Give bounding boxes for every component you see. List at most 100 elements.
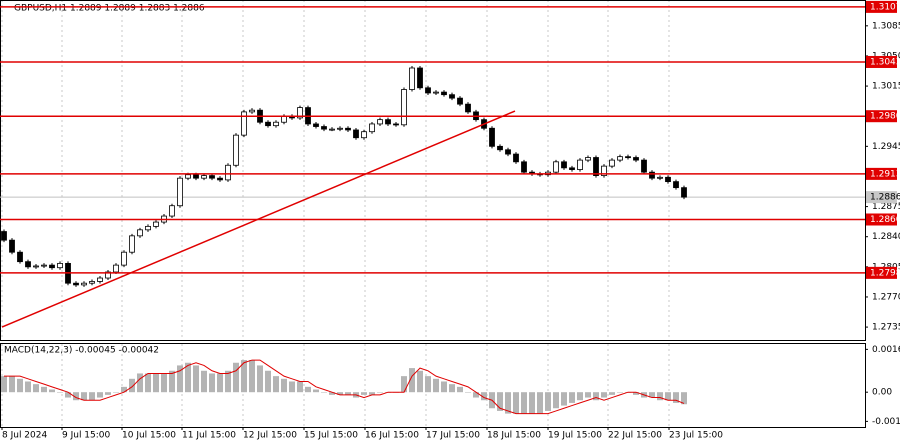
candle xyxy=(249,109,255,113)
candle xyxy=(145,225,151,231)
macd-bar xyxy=(257,365,263,393)
signal-line xyxy=(4,359,685,415)
candle xyxy=(25,261,31,268)
macd-bar xyxy=(545,392,551,411)
macd-bar xyxy=(457,386,463,393)
macd-bar xyxy=(193,365,199,393)
candle xyxy=(265,121,271,127)
candle xyxy=(281,115,287,123)
candle xyxy=(441,91,447,96)
candle xyxy=(593,157,599,176)
x-tick-label: 12 Jul 15:00 xyxy=(243,431,297,441)
macd-bar xyxy=(25,381,31,393)
candle xyxy=(601,165,607,176)
x-tick-label: 18 Jul 15:00 xyxy=(487,431,541,441)
macd-bar xyxy=(33,384,39,393)
level-label: 1.2798 xyxy=(870,268,900,278)
candle xyxy=(193,174,199,179)
macd-bar xyxy=(665,392,671,401)
x-tick-label: 19 Jul 15:00 xyxy=(548,431,602,441)
candle xyxy=(505,149,511,155)
macd-bar xyxy=(633,392,639,395)
candle xyxy=(609,159,615,167)
macd-bar xyxy=(89,392,95,401)
macd-bar xyxy=(241,360,247,393)
macd-bar xyxy=(321,392,327,393)
level-label: 1.3107 xyxy=(870,2,900,12)
macd-bar xyxy=(473,392,479,398)
candle xyxy=(169,205,175,217)
x-tick-label: 23 Jul 15:00 xyxy=(669,431,723,441)
macd-bar xyxy=(1,376,7,393)
macd-bar xyxy=(249,360,255,393)
macd-bar xyxy=(9,376,15,393)
candle xyxy=(633,157,639,161)
macd-bar xyxy=(681,392,687,405)
macd-bar xyxy=(57,392,63,393)
macd-bar xyxy=(609,392,615,395)
candle xyxy=(321,126,327,130)
macd-bar xyxy=(209,373,215,393)
candle xyxy=(233,134,239,166)
candle xyxy=(33,265,39,268)
y-tick-label: 0.00 xyxy=(872,388,892,398)
candle xyxy=(625,156,631,159)
macd-bar xyxy=(337,392,343,395)
macd-bar xyxy=(137,373,143,393)
macd-bar xyxy=(297,381,303,393)
candle xyxy=(57,262,63,269)
candle xyxy=(377,119,383,125)
macd-bar xyxy=(649,392,655,398)
candle xyxy=(49,264,55,269)
level-box xyxy=(866,266,897,279)
level-box xyxy=(866,110,897,123)
macd-bar xyxy=(145,373,151,393)
candle xyxy=(137,229,143,237)
candle xyxy=(585,157,591,161)
candle xyxy=(81,282,87,286)
candle xyxy=(185,174,191,179)
candle xyxy=(385,119,391,125)
x-tick-label: 8 Jul 2024 xyxy=(2,431,47,441)
macd-bar xyxy=(177,365,183,393)
y-tick-label: 1.2840 xyxy=(872,232,900,242)
candle xyxy=(513,153,519,163)
level-box xyxy=(866,0,897,13)
candle xyxy=(17,251,23,263)
candle xyxy=(121,251,127,266)
macd-bar xyxy=(81,392,87,401)
macd-bar xyxy=(97,392,103,398)
macd-bar xyxy=(121,386,127,393)
macd-bar xyxy=(41,386,47,393)
macd-bar xyxy=(201,370,207,393)
candle xyxy=(361,131,367,139)
candle xyxy=(417,67,423,89)
level-box xyxy=(866,213,897,226)
macd-bar xyxy=(185,362,191,393)
macd-bar xyxy=(313,389,319,393)
y-tick-label: -0.00109 xyxy=(872,417,900,427)
macd-bar xyxy=(449,384,455,393)
macd-bar xyxy=(561,392,567,406)
candle xyxy=(41,264,47,267)
y-tick-label: 1.2945 xyxy=(872,142,900,152)
candle xyxy=(433,91,439,94)
level-label: 1.2860 xyxy=(870,215,900,225)
macd-bar xyxy=(577,392,583,401)
macd-bar xyxy=(265,370,271,393)
candle xyxy=(209,175,215,179)
candle xyxy=(345,127,351,131)
candle xyxy=(465,103,471,113)
x-tick-label: 10 Jul 15:00 xyxy=(122,431,176,441)
macd-bar xyxy=(49,389,55,393)
candle xyxy=(329,128,335,131)
macd-bar xyxy=(537,392,543,414)
candle xyxy=(9,239,15,253)
macd-bar xyxy=(369,392,375,395)
candle xyxy=(409,67,415,90)
candle xyxy=(89,281,95,284)
y-tick-label: 1.3085 xyxy=(872,21,900,31)
candle xyxy=(665,176,671,183)
macd-bar xyxy=(417,370,423,393)
candle xyxy=(457,97,463,105)
